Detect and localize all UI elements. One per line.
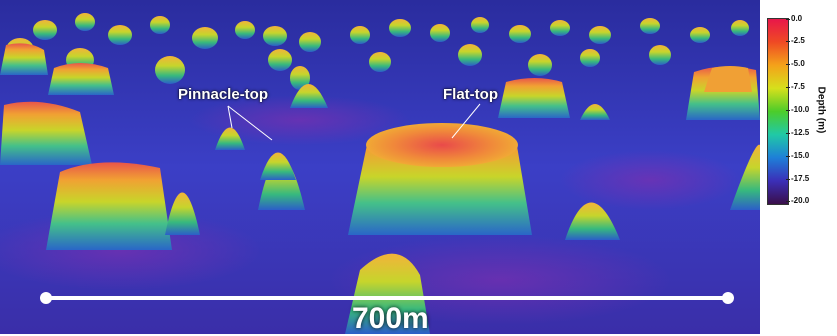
legend-tick: -12.5: [785, 128, 810, 137]
pinnacle-top-label: Pinnacle-top: [178, 86, 269, 103]
flat-top-label: Flat-top: [443, 86, 498, 103]
scale-bar-end: [722, 292, 734, 304]
legend-tick: -10.0: [785, 105, 810, 114]
legend-tick: -17.5: [785, 174, 810, 183]
legend-title: Depth (m): [815, 86, 827, 134]
legend-tick: -15.0: [785, 151, 810, 160]
legend-tick: -7.5: [786, 82, 805, 91]
bathymetry-render: [0, 0, 760, 334]
legend-tick: 0.0: [785, 14, 803, 23]
scale-bar-start: [40, 292, 52, 304]
legend-tick: -5.0: [786, 59, 805, 68]
legend-tick: -2.5: [786, 36, 805, 45]
legend-tick: -20.0: [785, 196, 810, 205]
depth-colorbar: [767, 18, 789, 205]
terrain-view: [0, 0, 760, 334]
depth-legend: 0.0 -2.5 -5.0 -7.5 -10.0 -12.5 -15.0 -17…: [765, 14, 837, 205]
scale-bar-label: 700m: [352, 302, 429, 335]
